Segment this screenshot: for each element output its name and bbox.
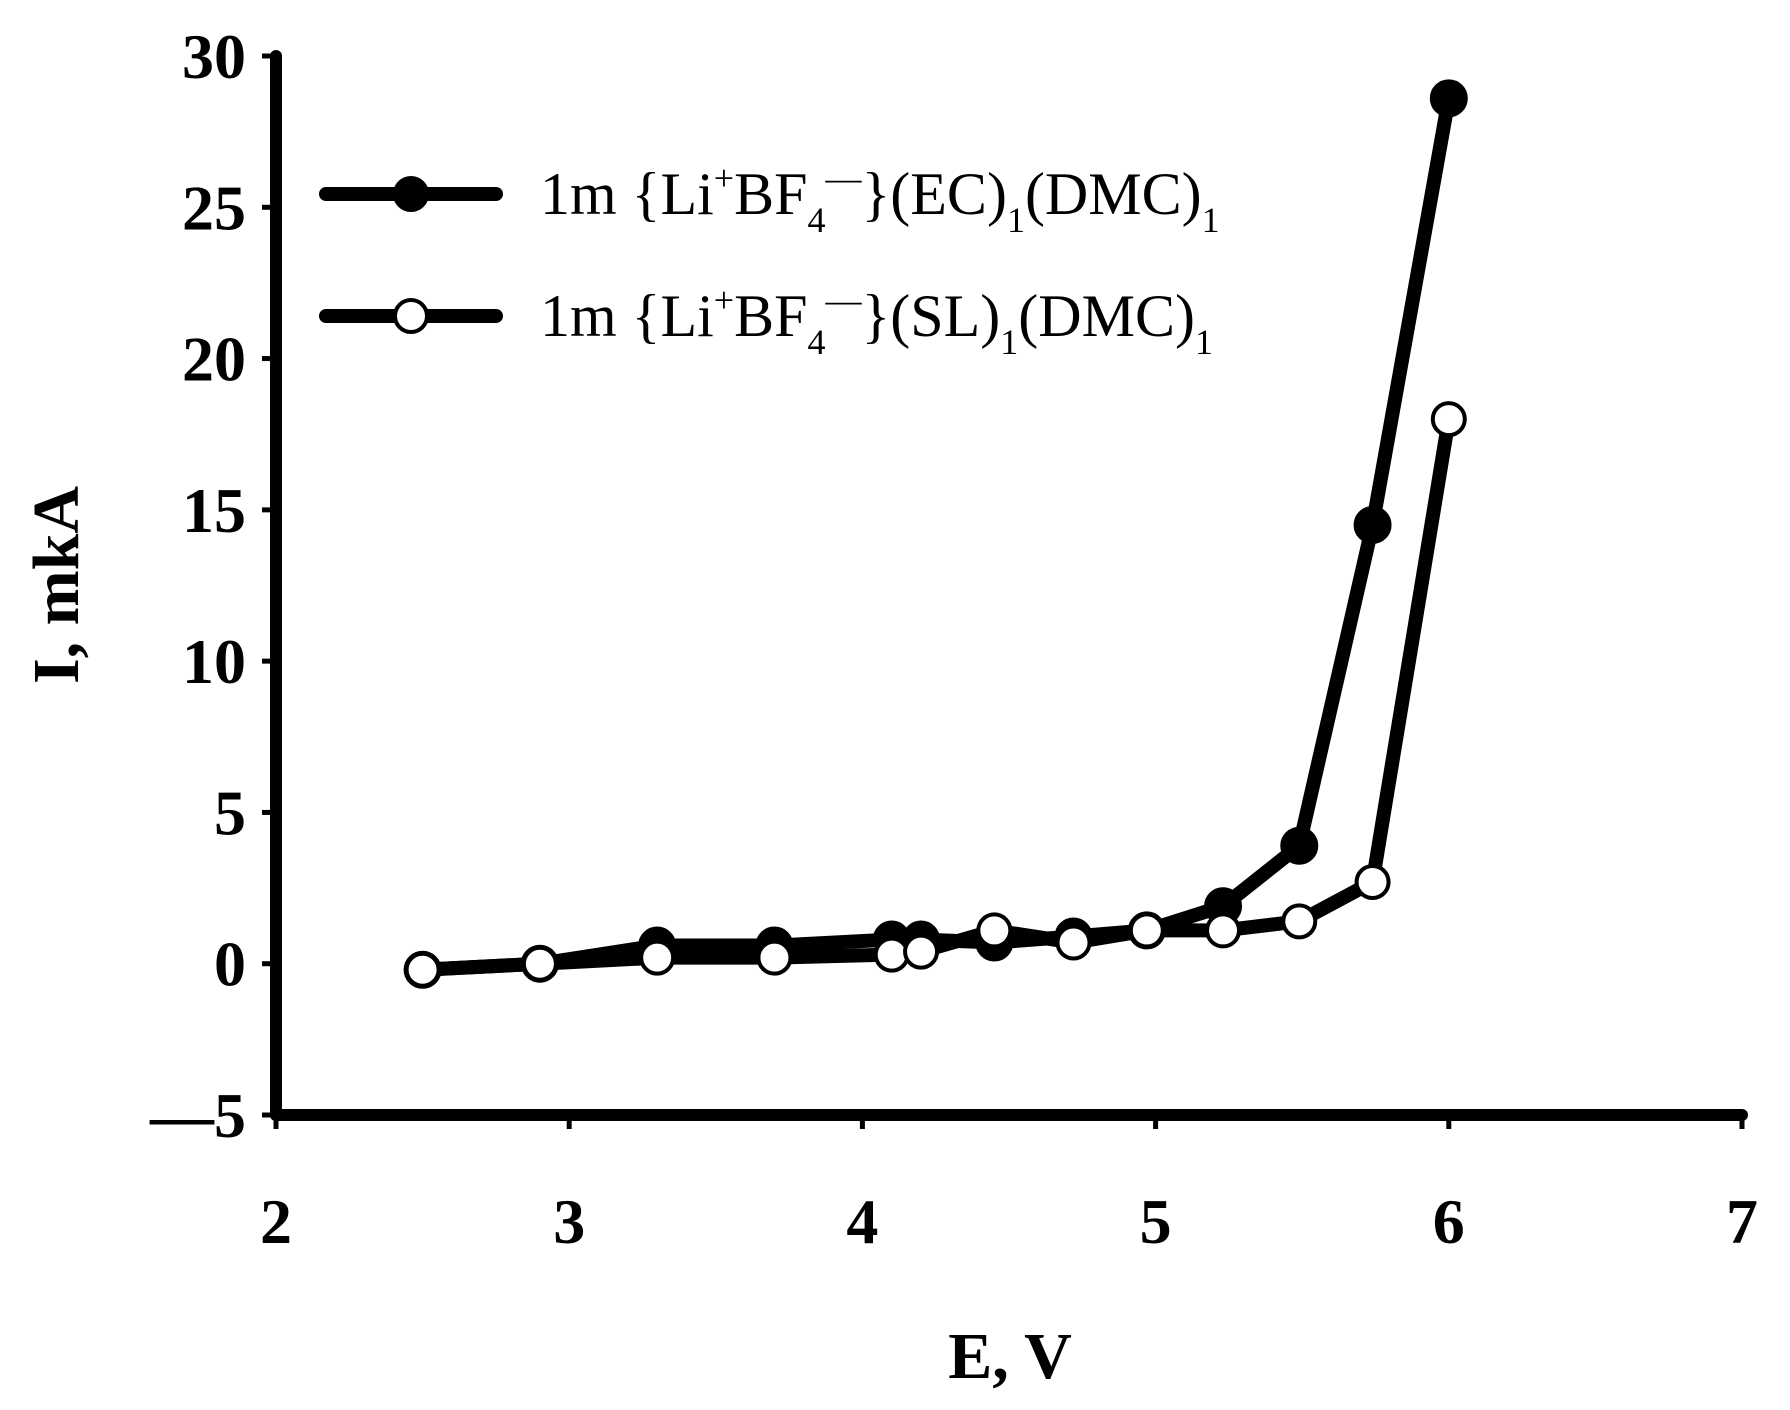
data-point-series-1 <box>639 939 676 976</box>
x-tick-label: 6 <box>1433 1186 1465 1257</box>
legend-marker-sl <box>393 298 429 334</box>
data-point-series-1 <box>404 951 441 988</box>
legend: 1m {Li+BF4—}(EC)1(DMC)1 1m {Li+BF4—}(SL)… <box>319 158 1220 362</box>
legend-sl-post2: (DMC) <box>1018 283 1195 349</box>
y-tick-label: 0 <box>214 929 246 1000</box>
legend-entry-sl: 1m {Li+BF4—}(SL)1(DMC)1 <box>319 280 1213 362</box>
legend-ec-pre: 1m {Li <box>540 161 714 227</box>
legend-label-sl: 1m {Li+BF4—}(SL)1(DMC)1 <box>540 280 1213 362</box>
data-point-series-1 <box>1281 903 1318 940</box>
data-point-series-1 <box>1128 912 1165 949</box>
x-axis-title: E, V <box>948 1320 1072 1393</box>
y-ticks: —5 0 5 10 15 20 25 30 <box>149 21 276 1151</box>
legend-entry-ec: 1m {Li+BF4—}(EC)1(DMC)1 <box>319 158 1220 240</box>
series-layer <box>403 79 1468 989</box>
data-point-series-1 <box>903 933 940 970</box>
y-tick-label: 20 <box>182 324 246 395</box>
x-ticks: 2 3 4 5 6 7 <box>260 1115 1758 1257</box>
legend-ec-sub1: 4 <box>808 200 826 240</box>
legend-ec-post2: (DMC) <box>1025 161 1202 227</box>
legend-sl-mid: BF <box>734 283 807 349</box>
legend-ec-sup2: — <box>825 158 863 198</box>
legend-ec-sup1: + <box>714 158 734 198</box>
y-tick-label: 30 <box>182 21 246 92</box>
y-tick-label: 10 <box>182 626 246 697</box>
legend-sl-sup1: + <box>714 280 734 320</box>
data-point-series-1 <box>756 939 793 976</box>
y-tick-label: —5 <box>149 1080 246 1151</box>
y-axis-title: I, mkA <box>20 486 93 684</box>
legend-marker-ec <box>393 176 429 212</box>
x-tick-label: 3 <box>553 1186 585 1257</box>
legend-ec-sub3: 1 <box>1202 200 1220 240</box>
x-tick-label: 4 <box>846 1186 878 1257</box>
axes <box>270 50 1748 1121</box>
legend-sl-sub2: 1 <box>1000 322 1018 362</box>
legend-ec-post1: }(EC) <box>862 161 1007 227</box>
y-tick-label: 5 <box>214 777 246 848</box>
x-tick-label: 5 <box>1140 1186 1172 1257</box>
data-point-series-1 <box>873 936 910 973</box>
legend-sl-post1: }(SL) <box>862 283 1001 349</box>
data-point-series-1 <box>1430 401 1467 438</box>
data-point-series-1 <box>1354 864 1391 901</box>
legend-label-ec: 1m {Li+BF4—}(EC)1(DMC)1 <box>540 158 1220 240</box>
y-tick-label: 25 <box>182 172 246 243</box>
data-point-series-1 <box>976 912 1013 949</box>
data-point-series-1 <box>1205 912 1242 949</box>
legend-sl-sub1: 4 <box>808 322 826 362</box>
legend-sl-sub3: 1 <box>1195 322 1213 362</box>
legend-sl-sup2: — <box>825 280 863 320</box>
data-point-series-1 <box>1055 924 1092 961</box>
data-point-series-0 <box>1353 505 1392 544</box>
legend-ec-sub2: 1 <box>1007 200 1025 240</box>
series-line-1 <box>415 412 1456 977</box>
legend-sl-pre: 1m {Li <box>540 283 714 349</box>
y-tick-label: 15 <box>182 475 246 546</box>
x-tick-label: 7 <box>1726 1186 1758 1257</box>
legend-ec-mid: BF <box>734 161 807 227</box>
data-point-series-0 <box>1429 79 1468 118</box>
x-tick-label: 2 <box>260 1186 292 1257</box>
data-point-series-1 <box>521 945 558 982</box>
data-point-series-0 <box>1280 826 1319 865</box>
